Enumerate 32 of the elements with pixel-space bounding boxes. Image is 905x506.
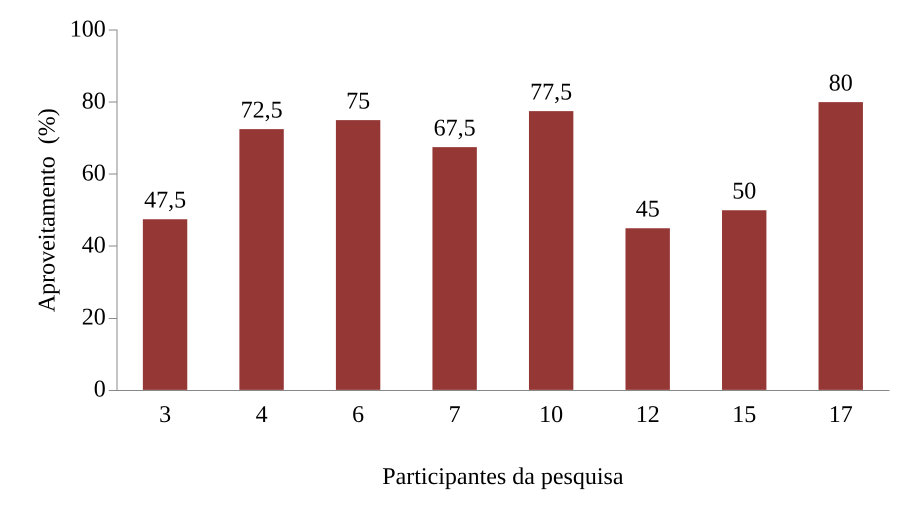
x-tick-label: 3 bbox=[159, 402, 172, 428]
x-tick-label: 17 bbox=[828, 402, 853, 428]
x-tick-label: 6 bbox=[352, 402, 364, 428]
x-tick-label: 4 bbox=[256, 402, 268, 428]
x-axis-title: Participantes da pesquisa bbox=[382, 464, 624, 490]
data-label: 72,5 bbox=[240, 97, 283, 124]
data-label: 50 bbox=[732, 178, 756, 204]
bar bbox=[818, 102, 863, 390]
bar bbox=[239, 129, 284, 390]
x-tick-label: 12 bbox=[636, 402, 660, 428]
y-tick-label: 20 bbox=[82, 304, 106, 331]
y-tick-label: 60 bbox=[82, 160, 106, 186]
x-tick-label: 7 bbox=[448, 402, 461, 428]
data-label: 75 bbox=[346, 88, 370, 114]
x-tick-label: 15 bbox=[732, 402, 756, 428]
bar bbox=[528, 111, 574, 390]
bar bbox=[142, 219, 188, 390]
x-tick-label: 10 bbox=[539, 402, 564, 428]
y-tick-label: 100 bbox=[70, 16, 106, 42]
y-tick-label: 80 bbox=[82, 88, 106, 114]
data-label: 45 bbox=[636, 196, 660, 223]
data-label: 77,5 bbox=[530, 79, 572, 106]
bar bbox=[432, 147, 477, 390]
bar bbox=[336, 120, 380, 390]
data-label: 67,5 bbox=[434, 115, 476, 142]
y-tick-label: 0 bbox=[94, 376, 106, 403]
bar bbox=[625, 228, 670, 390]
data-label: 47,5 bbox=[144, 188, 186, 214]
data-label: 80 bbox=[828, 70, 853, 96]
y-axis-title: Aproveitamento (%) bbox=[34, 108, 61, 312]
y-tick-label: 40 bbox=[82, 232, 106, 259]
bar bbox=[722, 210, 766, 390]
